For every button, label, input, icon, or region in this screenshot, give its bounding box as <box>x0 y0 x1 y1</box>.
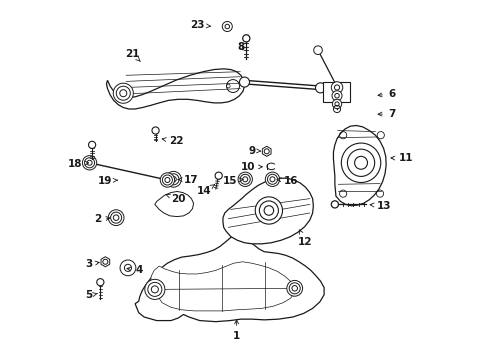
Text: 16: 16 <box>276 176 298 186</box>
Circle shape <box>88 141 96 148</box>
Text: 11: 11 <box>390 153 412 163</box>
Text: 9: 9 <box>247 145 261 156</box>
Circle shape <box>239 77 249 87</box>
Text: 3: 3 <box>84 259 99 269</box>
Circle shape <box>82 156 97 170</box>
Text: 4: 4 <box>127 265 142 275</box>
Polygon shape <box>262 146 270 156</box>
Text: 10: 10 <box>240 162 262 172</box>
Circle shape <box>255 197 282 224</box>
Bar <box>323 82 349 102</box>
Text: 23: 23 <box>189 20 210 30</box>
Text: 1: 1 <box>232 320 240 341</box>
Circle shape <box>97 279 104 286</box>
Text: 13: 13 <box>369 201 391 211</box>
Text: 12: 12 <box>298 230 312 247</box>
Text: 5: 5 <box>84 291 98 301</box>
Text: 6: 6 <box>377 89 394 99</box>
Text: 21: 21 <box>125 49 140 62</box>
Text: 17: 17 <box>178 175 198 185</box>
Circle shape <box>152 127 159 134</box>
Circle shape <box>144 279 164 300</box>
Text: 2: 2 <box>94 215 110 224</box>
Circle shape <box>341 143 380 183</box>
Circle shape <box>120 260 136 276</box>
Circle shape <box>315 83 325 93</box>
Polygon shape <box>223 178 313 244</box>
Text: 19: 19 <box>97 176 117 186</box>
Circle shape <box>108 210 124 226</box>
Circle shape <box>113 83 133 103</box>
Text: 7: 7 <box>377 109 394 119</box>
Text: 14: 14 <box>197 185 214 197</box>
Circle shape <box>160 173 174 187</box>
Circle shape <box>215 172 222 179</box>
Text: 22: 22 <box>162 136 183 146</box>
Text: 20: 20 <box>165 194 185 204</box>
Circle shape <box>165 171 181 187</box>
Polygon shape <box>106 69 244 109</box>
Circle shape <box>222 22 232 32</box>
Circle shape <box>330 82 342 93</box>
Polygon shape <box>150 262 294 311</box>
Circle shape <box>238 172 252 186</box>
Circle shape <box>242 35 249 42</box>
Polygon shape <box>333 126 386 206</box>
Circle shape <box>286 280 302 296</box>
Circle shape <box>330 201 338 208</box>
Polygon shape <box>101 257 109 267</box>
Circle shape <box>331 91 341 101</box>
Circle shape <box>313 46 322 54</box>
Polygon shape <box>155 192 193 217</box>
Circle shape <box>265 172 279 186</box>
Polygon shape <box>135 235 324 321</box>
Text: 18: 18 <box>68 159 88 169</box>
Text: 8: 8 <box>237 42 244 52</box>
Text: 15: 15 <box>223 176 243 186</box>
Circle shape <box>332 99 341 109</box>
